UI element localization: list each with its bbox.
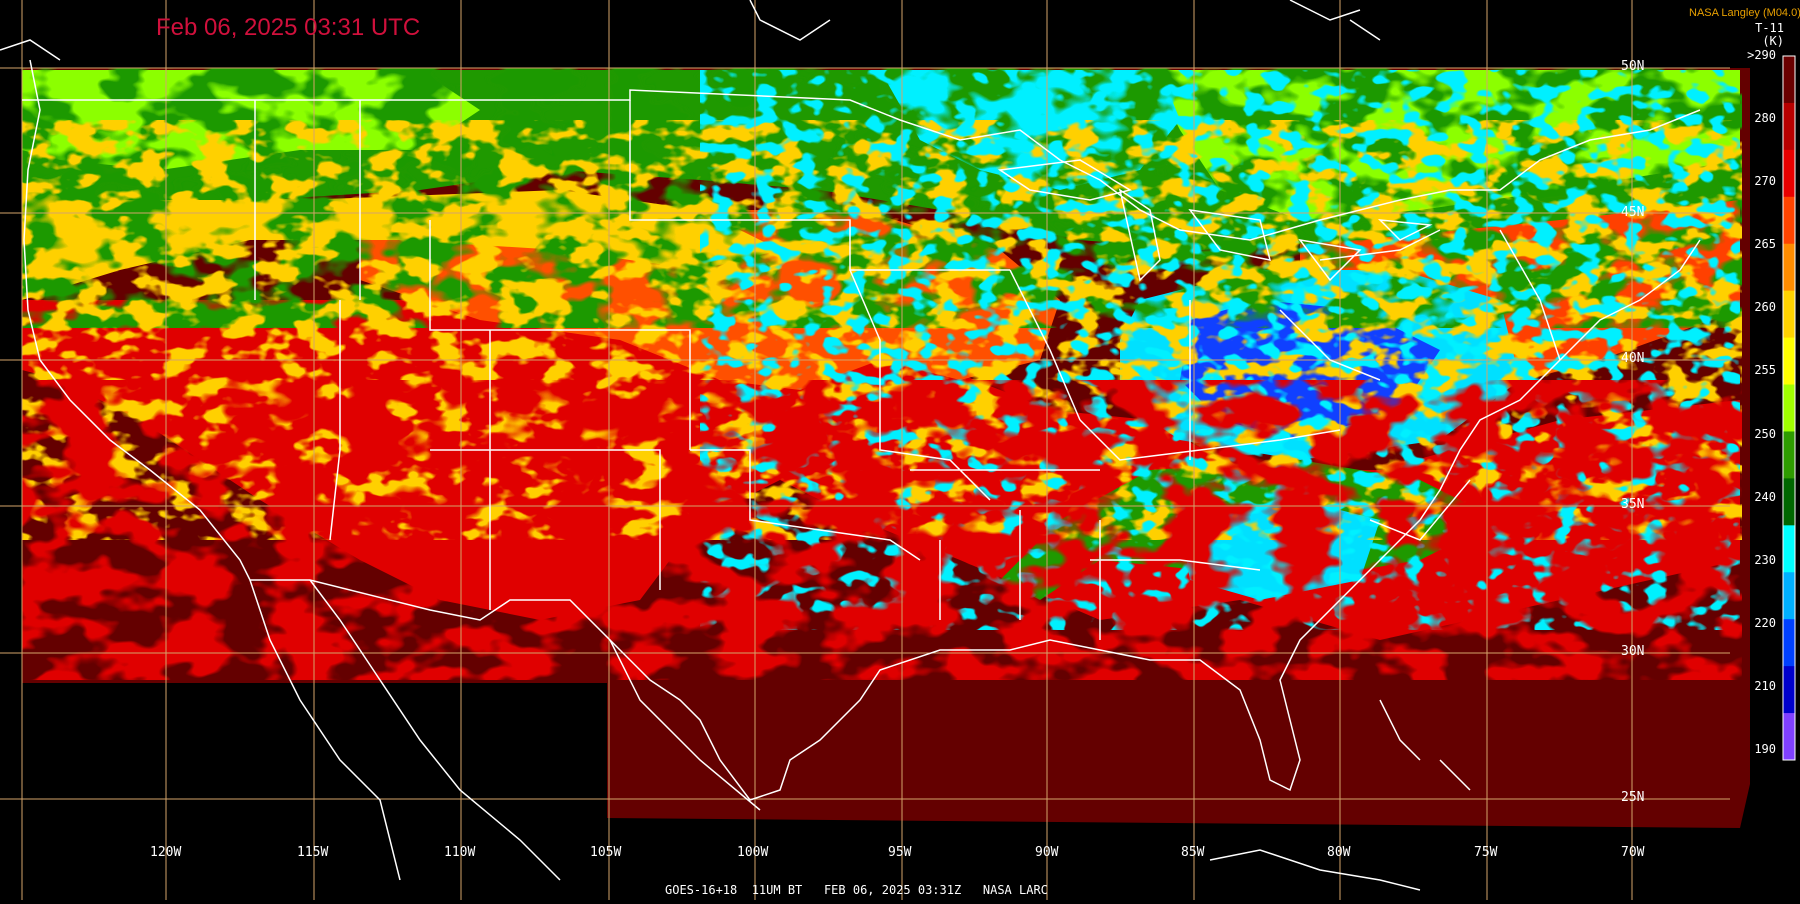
product-units: (K): [1762, 34, 1784, 48]
lon-label: 85W: [1181, 845, 1205, 860]
colorbar-swatch: [1783, 572, 1795, 620]
colorbar-label: 210: [1754, 678, 1776, 693]
texture-red: [22, 380, 1742, 680]
colorbar-swatch: [1783, 666, 1795, 714]
product-label: T-11 (K): [1744, 22, 1784, 48]
colorbar-label: 190: [1754, 742, 1776, 756]
lat-label: 35N: [1621, 497, 1645, 512]
texture-layer-4: [22, 380, 1742, 680]
canada-border: [22, 89, 1701, 241]
colorbar: [1782, 55, 1796, 761]
footer-caption: GOES-16+18 11UM BT FEB 06, 2025 03:31Z N…: [665, 883, 1048, 897]
boundary-outlines: [0, 0, 1701, 891]
bahamas-cuba: [1209, 699, 1471, 891]
mexico-coast: [249, 579, 761, 881]
colorbar-label: 270: [1754, 174, 1776, 189]
colorbar-label: 250: [1754, 426, 1776, 441]
map-timestamp: Feb 06, 2025 03:31 UTC: [156, 14, 421, 41]
lon-label: 75W: [1474, 845, 1498, 860]
colorbar-swatch: [1783, 149, 1795, 198]
colorbar-swatch: [1783, 713, 1795, 761]
colorbar-label: 280: [1754, 111, 1776, 126]
lon-label: 95W: [888, 845, 912, 860]
lat-label: 25N: [1621, 790, 1645, 805]
colorbar-label: >290: [1747, 48, 1776, 62]
colorbar-swatch: [1783, 431, 1795, 479]
product-name: T-11: [1755, 21, 1784, 35]
colorbar-swatch: [1783, 478, 1795, 526]
lat-label: 45N: [1621, 205, 1645, 220]
colorbar-label: 260: [1754, 300, 1776, 315]
lat-label: 30N: [1621, 644, 1645, 659]
colorbar-swatch: [1783, 337, 1795, 386]
lon-label: 110W: [444, 845, 476, 860]
us-outline: [23, 59, 1701, 801]
northern-coast: [0, 0, 1381, 61]
colorbar-swatch: [1783, 384, 1795, 432]
colorbar-swatch: [1783, 619, 1795, 667]
lon-label: 100W: [737, 845, 769, 860]
colorbar-swatch: [1783, 196, 1795, 245]
colorbar-label: 220: [1754, 615, 1776, 630]
great-lakes: [997, 159, 1433, 282]
colorbar-frame: [1782, 55, 1796, 761]
lat-lon-grid: [0, 0, 1730, 900]
colorbar-swatch: [1783, 525, 1795, 573]
colorbar-label: 230: [1754, 552, 1776, 567]
lat-label: 40N: [1621, 351, 1645, 366]
lon-label: 115W: [297, 845, 329, 860]
colorbar-label: 240: [1754, 489, 1776, 504]
colorbar-swatch: [1783, 56, 1795, 104]
colorbar-label: 265: [1754, 237, 1776, 252]
lat-label: 50N: [1621, 59, 1645, 74]
lon-label: 80W: [1327, 845, 1351, 860]
colorbar-swatch: [1783, 102, 1795, 151]
data-credit: NASA Langley (M04.0): [1689, 7, 1800, 19]
colorbar-label: 255: [1754, 363, 1776, 378]
state-lines: [254, 100, 1561, 640]
colorbar-swatch: [1783, 243, 1795, 292]
lon-label: 105W: [590, 845, 622, 860]
lon-label: 70W: [1621, 845, 1645, 860]
lon-label: 120W: [150, 845, 182, 860]
colorbar-swatch: [1783, 290, 1795, 339]
lon-label: 90W: [1035, 845, 1059, 860]
